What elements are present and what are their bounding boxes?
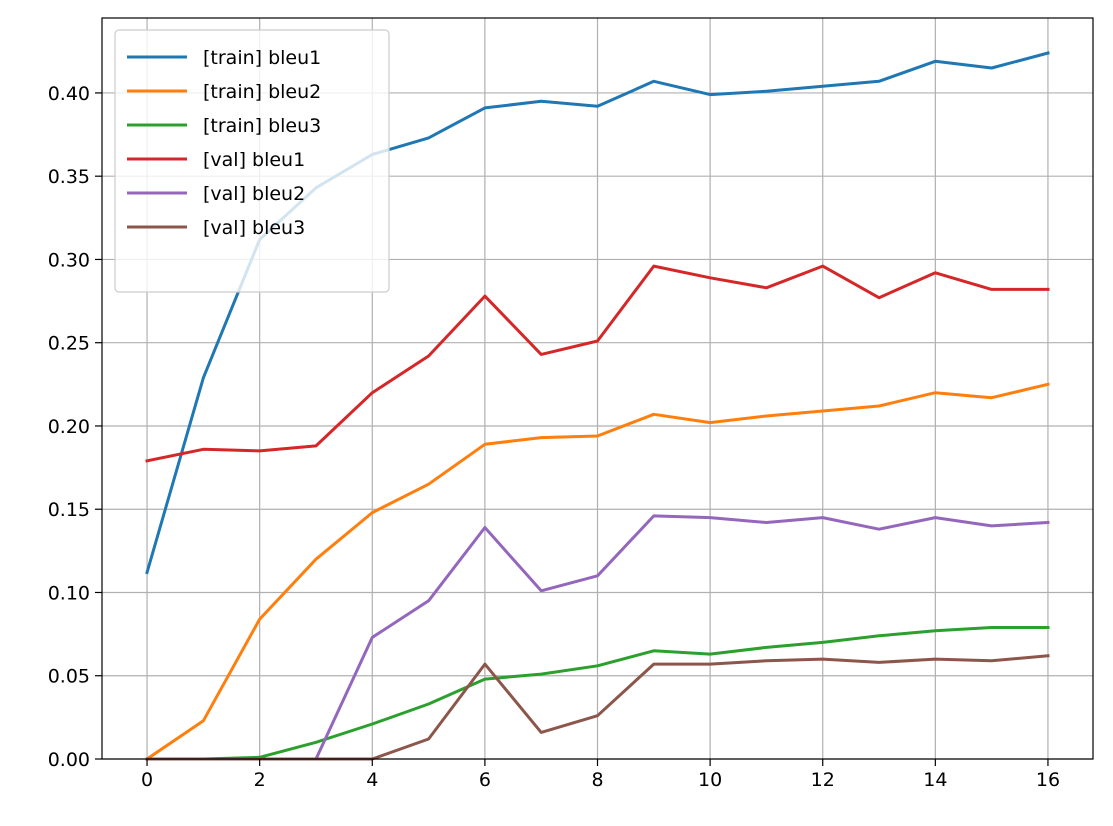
series-line-2 bbox=[145, 626, 1050, 761]
legend-label: [val] bleu2 bbox=[203, 183, 305, 205]
y-tick-label: 0.40 bbox=[48, 83, 90, 105]
y-axis-ticks: 0.00 0.05 0.10 0.15 0.20 0.25 0.30 0.35 0.40 bbox=[48, 83, 102, 771]
y-tick-label: 0.00 bbox=[48, 749, 90, 771]
series-line-1 bbox=[144, 382, 1050, 762]
legend-label: [train] bleu3 bbox=[203, 115, 321, 137]
x-tick-label: 12 bbox=[811, 769, 835, 791]
x-tick-label: 2 bbox=[254, 769, 266, 791]
y-tick-label: 0.15 bbox=[48, 499, 90, 521]
grid bbox=[102, 18, 1093, 760]
x-tick-label: 4 bbox=[366, 769, 378, 791]
series-line-3 bbox=[145, 264, 1050, 463]
y-tick-label: 0.20 bbox=[48, 416, 90, 438]
y-tick-label: 0.30 bbox=[48, 249, 90, 271]
x-axis-ticks: 0 2 4 6 8 10 12 14 16 bbox=[141, 759, 1060, 791]
y-tick-label: 0.10 bbox=[48, 582, 90, 604]
x-tick-label: 14 bbox=[923, 769, 947, 791]
legend-label: [train] bleu1 bbox=[203, 47, 321, 69]
legend: [train] bleu1 [train] bleu2 [train] bleu3 [… bbox=[114, 29, 390, 293]
x-tick-label: 16 bbox=[1036, 769, 1060, 791]
legend-label: [val] bleu1 bbox=[203, 149, 305, 171]
x-tick-label: 8 bbox=[591, 769, 603, 791]
y-tick-label: 0.25 bbox=[48, 333, 90, 355]
y-tick-label: 0.35 bbox=[48, 166, 90, 188]
x-tick-label: 6 bbox=[479, 769, 491, 791]
legend-label: [val] bleu3 bbox=[203, 217, 305, 239]
x-tick-label: 0 bbox=[141, 769, 153, 791]
x-tick-label: 10 bbox=[698, 769, 722, 791]
y-tick-label: 0.05 bbox=[48, 666, 90, 688]
legend-label: [train] bleu2 bbox=[203, 81, 321, 103]
